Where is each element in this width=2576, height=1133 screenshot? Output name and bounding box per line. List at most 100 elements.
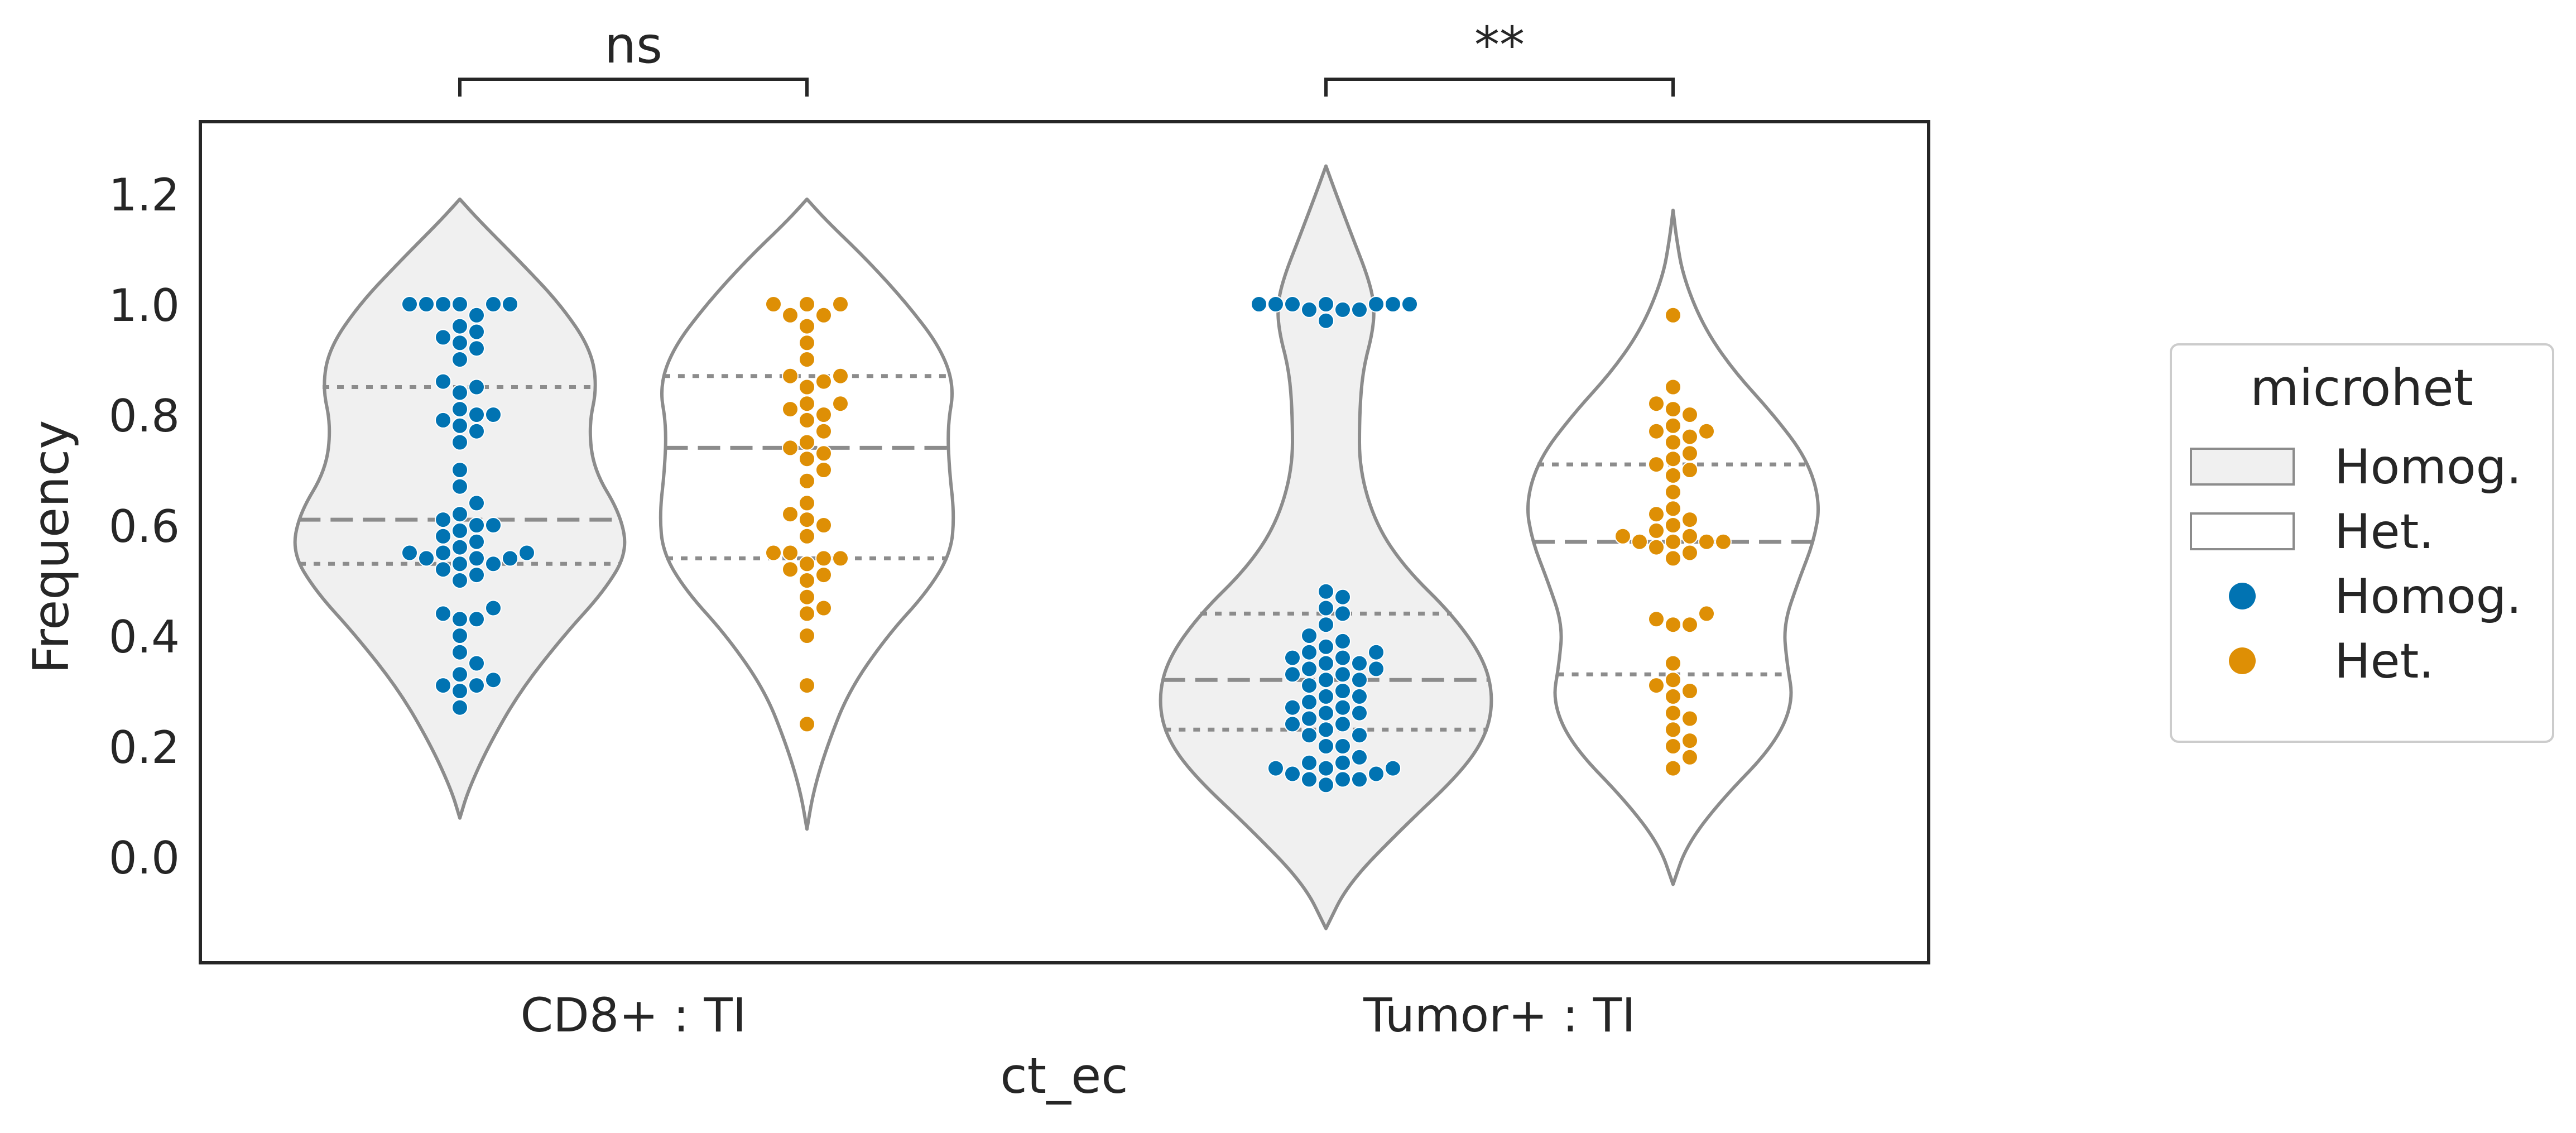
data-point	[1318, 296, 1334, 313]
data-point	[1648, 539, 1665, 556]
data-point	[1351, 688, 1368, 705]
data-point	[1665, 401, 1681, 418]
data-point	[1665, 721, 1681, 738]
data-point	[451, 683, 468, 699]
data-point	[1334, 666, 1351, 683]
data-point	[485, 671, 502, 689]
plot-frame	[199, 120, 1930, 964]
data-point	[799, 555, 815, 573]
data-point	[1648, 456, 1665, 473]
data-point	[1665, 450, 1681, 468]
data-point	[1318, 721, 1334, 738]
data-point	[1665, 378, 1681, 396]
data-point	[815, 566, 832, 584]
data-point	[451, 318, 468, 335]
data-point	[468, 533, 485, 550]
data-point	[799, 318, 815, 335]
data-point	[815, 445, 832, 462]
data-point	[799, 378, 815, 396]
data-point	[418, 550, 435, 567]
data-point	[1681, 406, 1698, 423]
data-point	[765, 296, 782, 313]
data-point	[1665, 467, 1681, 484]
data-point	[502, 550, 518, 567]
data-point	[1334, 301, 1351, 318]
data-point	[1301, 644, 1318, 661]
data-point	[832, 367, 849, 385]
data-point	[1665, 655, 1681, 672]
data-point	[1648, 611, 1665, 628]
data-point	[1284, 716, 1301, 733]
data-point	[502, 296, 518, 313]
data-point	[435, 373, 451, 390]
legend-label: Homog.	[2334, 569, 2522, 625]
data-point	[799, 351, 815, 368]
data-point	[1385, 296, 1401, 313]
data-point	[1351, 748, 1368, 766]
data-point	[799, 588, 815, 606]
significance-annotations: ns **	[458, 16, 1675, 97]
data-point	[1334, 588, 1351, 606]
data-point	[1368, 660, 1385, 678]
x-axis: CD8+ : TI Tumor+ : TI	[521, 988, 1636, 1043]
data-point	[1318, 671, 1334, 689]
data-point	[1665, 533, 1681, 550]
data-point	[468, 655, 485, 672]
data-point	[815, 550, 832, 567]
data-point	[435, 605, 451, 622]
data-point	[1318, 738, 1334, 755]
data-point	[435, 296, 451, 313]
x-axis-label: ct_ec	[1000, 1047, 1128, 1105]
data-point	[1614, 527, 1631, 545]
data-point	[418, 296, 435, 313]
data-point	[1334, 754, 1351, 771]
y-tick-label: 0.4	[109, 611, 180, 663]
data-point	[1334, 649, 1351, 666]
data-point	[799, 334, 815, 352]
data-point	[782, 506, 799, 523]
data-point	[1351, 301, 1368, 318]
y-axis-label: Frequency	[22, 420, 80, 674]
data-point	[1351, 704, 1368, 722]
data-point	[799, 411, 815, 429]
data-point	[401, 296, 418, 313]
data-point	[451, 666, 468, 683]
data-point	[435, 544, 451, 561]
data-point	[1318, 776, 1334, 794]
data-point	[485, 406, 502, 423]
data-point	[1351, 671, 1368, 689]
data-point	[451, 417, 468, 434]
data-point	[451, 296, 468, 313]
data-point	[1368, 296, 1385, 313]
data-point	[1301, 771, 1318, 788]
data-point	[799, 716, 815, 733]
data-point	[451, 434, 468, 451]
data-point	[1698, 423, 1715, 440]
data-point	[468, 323, 485, 340]
data-point	[1267, 760, 1284, 777]
data-point	[435, 411, 451, 429]
violin-homog-1	[1159, 164, 1493, 930]
data-point	[1334, 683, 1351, 699]
data-point	[1301, 660, 1318, 678]
legend-label: Het.	[2334, 633, 2434, 689]
data-point	[1318, 616, 1334, 633]
data-point	[451, 644, 468, 661]
data-point	[1665, 434, 1681, 451]
data-point	[451, 627, 468, 644]
data-point	[799, 495, 815, 512]
data-point	[468, 495, 485, 512]
data-point	[1368, 644, 1385, 661]
data-point	[1284, 765, 1301, 782]
data-point	[518, 544, 535, 561]
data-point	[468, 517, 485, 534]
data-point	[1334, 771, 1351, 788]
data-point	[799, 527, 815, 545]
data-point	[435, 511, 451, 529]
data-point	[1715, 533, 1732, 550]
data-point	[815, 373, 832, 390]
data-point	[1334, 605, 1351, 622]
data-point	[799, 434, 815, 451]
data-point	[468, 340, 485, 357]
